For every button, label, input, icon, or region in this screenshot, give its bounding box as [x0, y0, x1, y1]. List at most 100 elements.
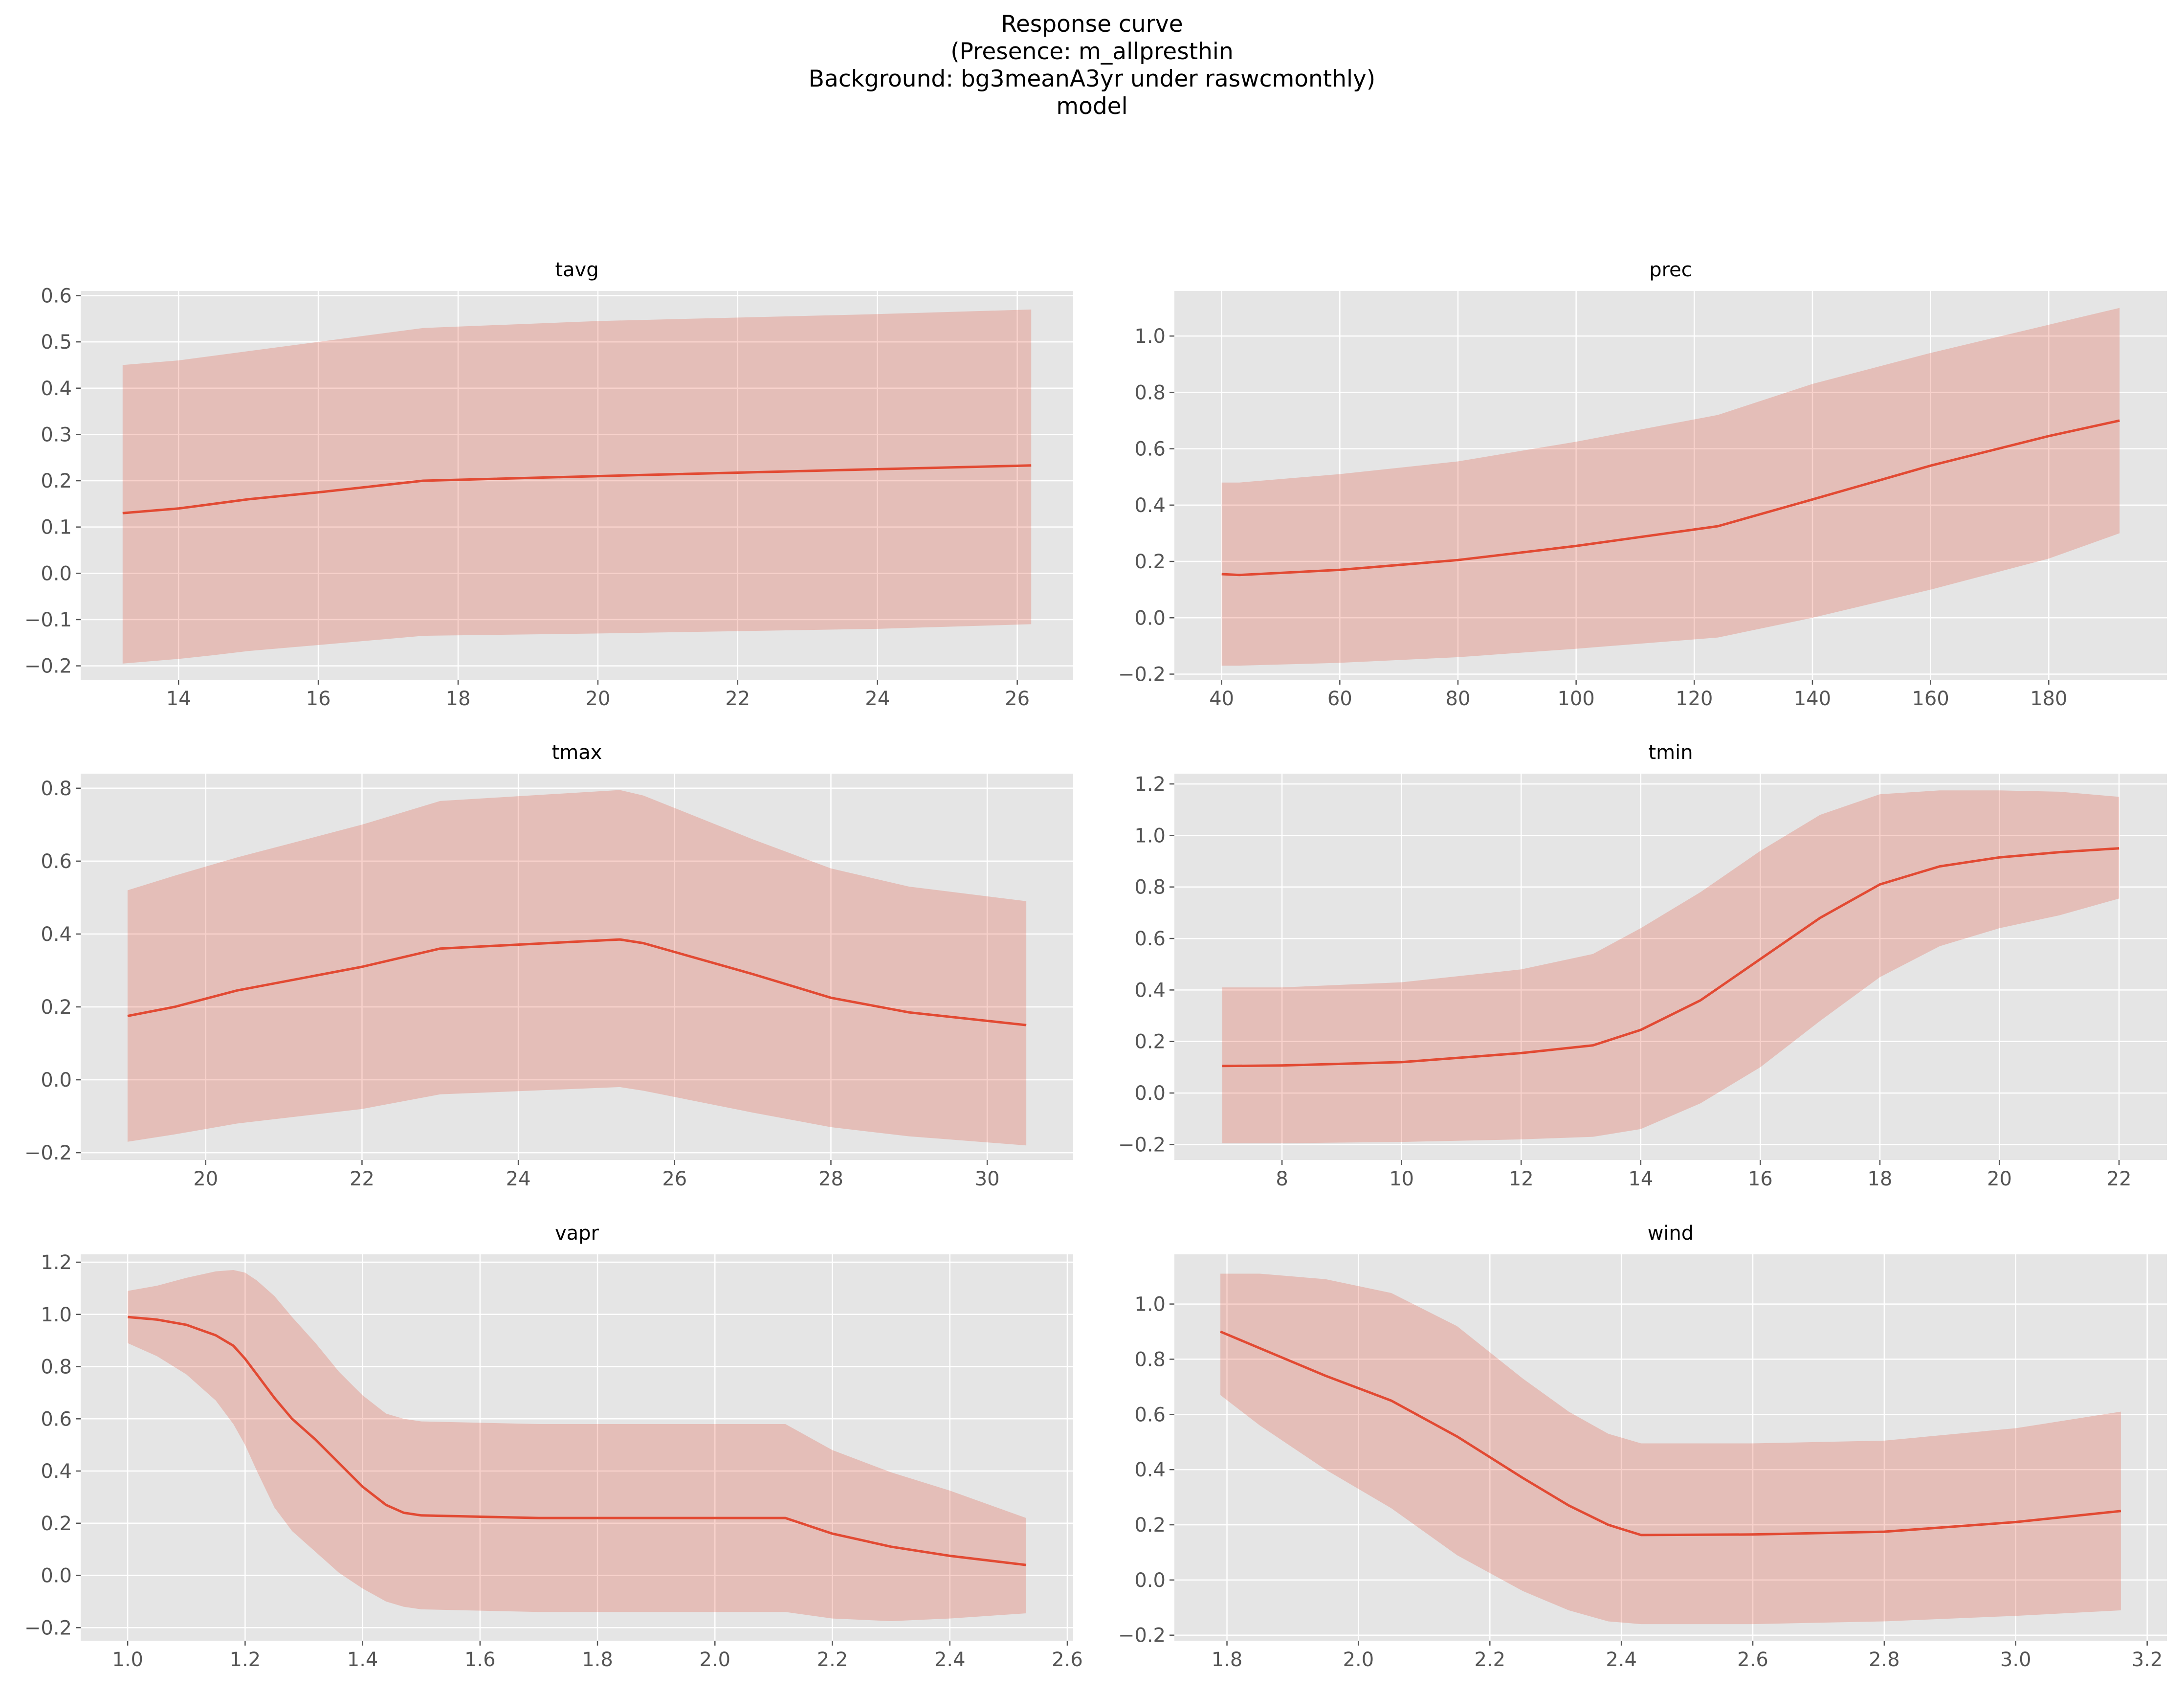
plot-area [1174, 1254, 2167, 1641]
y-tick-label: 0.0 [1134, 607, 1166, 629]
x-tick-label: 140 [1794, 688, 1831, 710]
x-tick-label: 1.0 [112, 1649, 143, 1671]
panel-title: tavg [555, 259, 598, 281]
response-line [127, 1315, 1027, 1566]
x-tick-label: 2.6 [1737, 1649, 1768, 1671]
y-tick-label: 0.0 [41, 1069, 72, 1092]
x-tick-label: 1.6 [464, 1649, 496, 1671]
panel-title: tmax [552, 741, 602, 764]
y-tick-label: 0.4 [41, 378, 72, 400]
x-tick-label: 22 [2107, 1168, 2132, 1190]
plot-area [81, 774, 1073, 1160]
y-tick-label: 0.6 [1134, 438, 1166, 461]
x-tick-label: 22 [725, 688, 750, 710]
x-tick-label: 1.8 [1212, 1649, 1243, 1671]
response-line [122, 464, 1032, 514]
y-tick-label: −0.2 [1118, 663, 1166, 686]
figure-title-line-1: Response curve [1001, 11, 1183, 38]
x-tick-label: 2.4 [1606, 1649, 1637, 1671]
response-line [1220, 1330, 2121, 1537]
y-tick-label: 0.8 [1134, 381, 1166, 404]
panel-title: vapr [555, 1222, 599, 1245]
plot-area [1174, 774, 2167, 1160]
x-tick-label: 2.2 [817, 1649, 848, 1671]
x-tick-label: 28 [818, 1168, 843, 1190]
figure-title: Response curve (Presence: m_allpresthin … [0, 11, 2184, 120]
y-tick-label: 0.6 [1134, 1404, 1166, 1426]
y-tick-label: 0.0 [1134, 1082, 1166, 1105]
x-tick-label: 30 [975, 1168, 1000, 1190]
y-tick-label: 0.6 [1134, 928, 1166, 950]
x-tick-label: 1.2 [230, 1649, 261, 1671]
x-tick-label: 2.8 [1869, 1649, 1900, 1671]
plot-area [81, 291, 1073, 680]
y-tick-label: 1.0 [41, 1304, 72, 1326]
response-line [1221, 419, 2120, 577]
panel-tmin: 8 10 12 14 16 18 20 22 −0.2 0.0 0.2 0.4 0.6 0.8 1.0 1.2… [1118, 741, 2167, 1190]
y-tick-label: 0.0 [41, 1565, 72, 1587]
panel-tavg: 14 16 18 20 22 24 26 −0.2 −0.1 0.0 0.1 0.2 0.3 0.4 0.5… [24, 259, 1073, 710]
x-tick-label: 26 [1005, 688, 1030, 710]
plot-area [81, 1254, 1073, 1641]
x-tick-label: 10 [1389, 1168, 1414, 1190]
y-tick-label: 1.2 [1134, 773, 1166, 796]
y-tick-label: 0.2 [41, 470, 72, 492]
x-tick-label: 180 [2030, 688, 2067, 710]
response-line [1222, 847, 2119, 1068]
y-tick-label: 0.2 [1134, 1031, 1166, 1053]
y-tick-label: 0.8 [1134, 876, 1166, 899]
confidence-band [122, 309, 1032, 664]
y-tick-label: 0.8 [1134, 1348, 1166, 1371]
y-tick-label: 0.6 [41, 285, 72, 307]
x-tick-label: 2.4 [934, 1649, 966, 1671]
y-tick-label: 0.1 [41, 516, 72, 539]
x-tick-label: 1.8 [582, 1649, 613, 1671]
x-tick-label: 2.0 [699, 1649, 730, 1671]
x-tick-label: 26 [662, 1168, 687, 1190]
y-tick-label: 0.0 [1134, 1569, 1166, 1592]
y-tick-label: 1.0 [1134, 1293, 1166, 1316]
y-tick-label: 0.2 [1134, 1514, 1166, 1537]
y-tick-label: 0.2 [41, 1513, 72, 1535]
panel-tmax: 20 22 24 26 28 30 −0.2 0.0 0.2 0.4 0.6 0.8 tmax [24, 741, 1073, 1190]
x-tick-label: 16 [1748, 1168, 1773, 1190]
y-tick-label: 0.4 [41, 923, 72, 946]
y-tick-label: 0.4 [1134, 979, 1166, 1002]
x-tick-label: 40 [1209, 688, 1234, 710]
y-tick-label: 0.4 [41, 1460, 72, 1483]
confidence-band [1220, 1273, 2121, 1625]
y-tick-label: 1.2 [41, 1251, 72, 1274]
panel-prec: 40 60 80 100 120 140 160 180 −0.2 0.0 0.2 0.4 0.6 0.8… [1118, 259, 2167, 710]
x-tick-label: 22 [350, 1168, 375, 1190]
y-tick-label: 0.5 [41, 331, 72, 354]
y-tick-label: 0.8 [41, 778, 72, 800]
y-tick-label: 0.0 [41, 562, 72, 585]
y-tick-label: 1.0 [1134, 825, 1166, 847]
x-tick-label: 20 [585, 688, 610, 710]
y-tick-label: −0.2 [1118, 1625, 1166, 1647]
y-tick-label: 0.4 [1134, 494, 1166, 517]
x-tick-label: 1.4 [347, 1649, 378, 1671]
y-tick-label: 0.3 [41, 424, 72, 446]
y-tick-label: 0.6 [41, 850, 72, 873]
confidence-band [1221, 308, 2120, 666]
response-line [127, 938, 1027, 1026]
x-tick-label: 3.2 [2132, 1649, 2163, 1671]
x-tick-label: 3.0 [2000, 1649, 2031, 1671]
confidence-band [128, 1270, 1026, 1621]
y-tick-label: −0.1 [24, 609, 72, 631]
x-tick-label: 14 [166, 688, 191, 710]
x-tick-label: 2.6 [1052, 1649, 1083, 1671]
x-tick-label: 80 [1446, 688, 1471, 710]
x-tick-label: 100 [1557, 688, 1594, 710]
figure-title-line-3: Background: bg3meanA3yr under raswcmonth… [808, 66, 1376, 92]
x-tick-label: 20 [1987, 1168, 2012, 1190]
x-tick-label: 120 [1676, 688, 1713, 710]
x-tick-label: 18 [446, 688, 471, 710]
x-tick-label: 2.0 [1343, 1649, 1374, 1671]
figure-title-line-4: model [1056, 93, 1128, 120]
confidence-band [1222, 790, 2119, 1143]
x-tick-label: 2.2 [1474, 1649, 1505, 1671]
x-tick-label: 24 [865, 688, 890, 710]
panel-title: wind [1648, 1222, 1694, 1245]
